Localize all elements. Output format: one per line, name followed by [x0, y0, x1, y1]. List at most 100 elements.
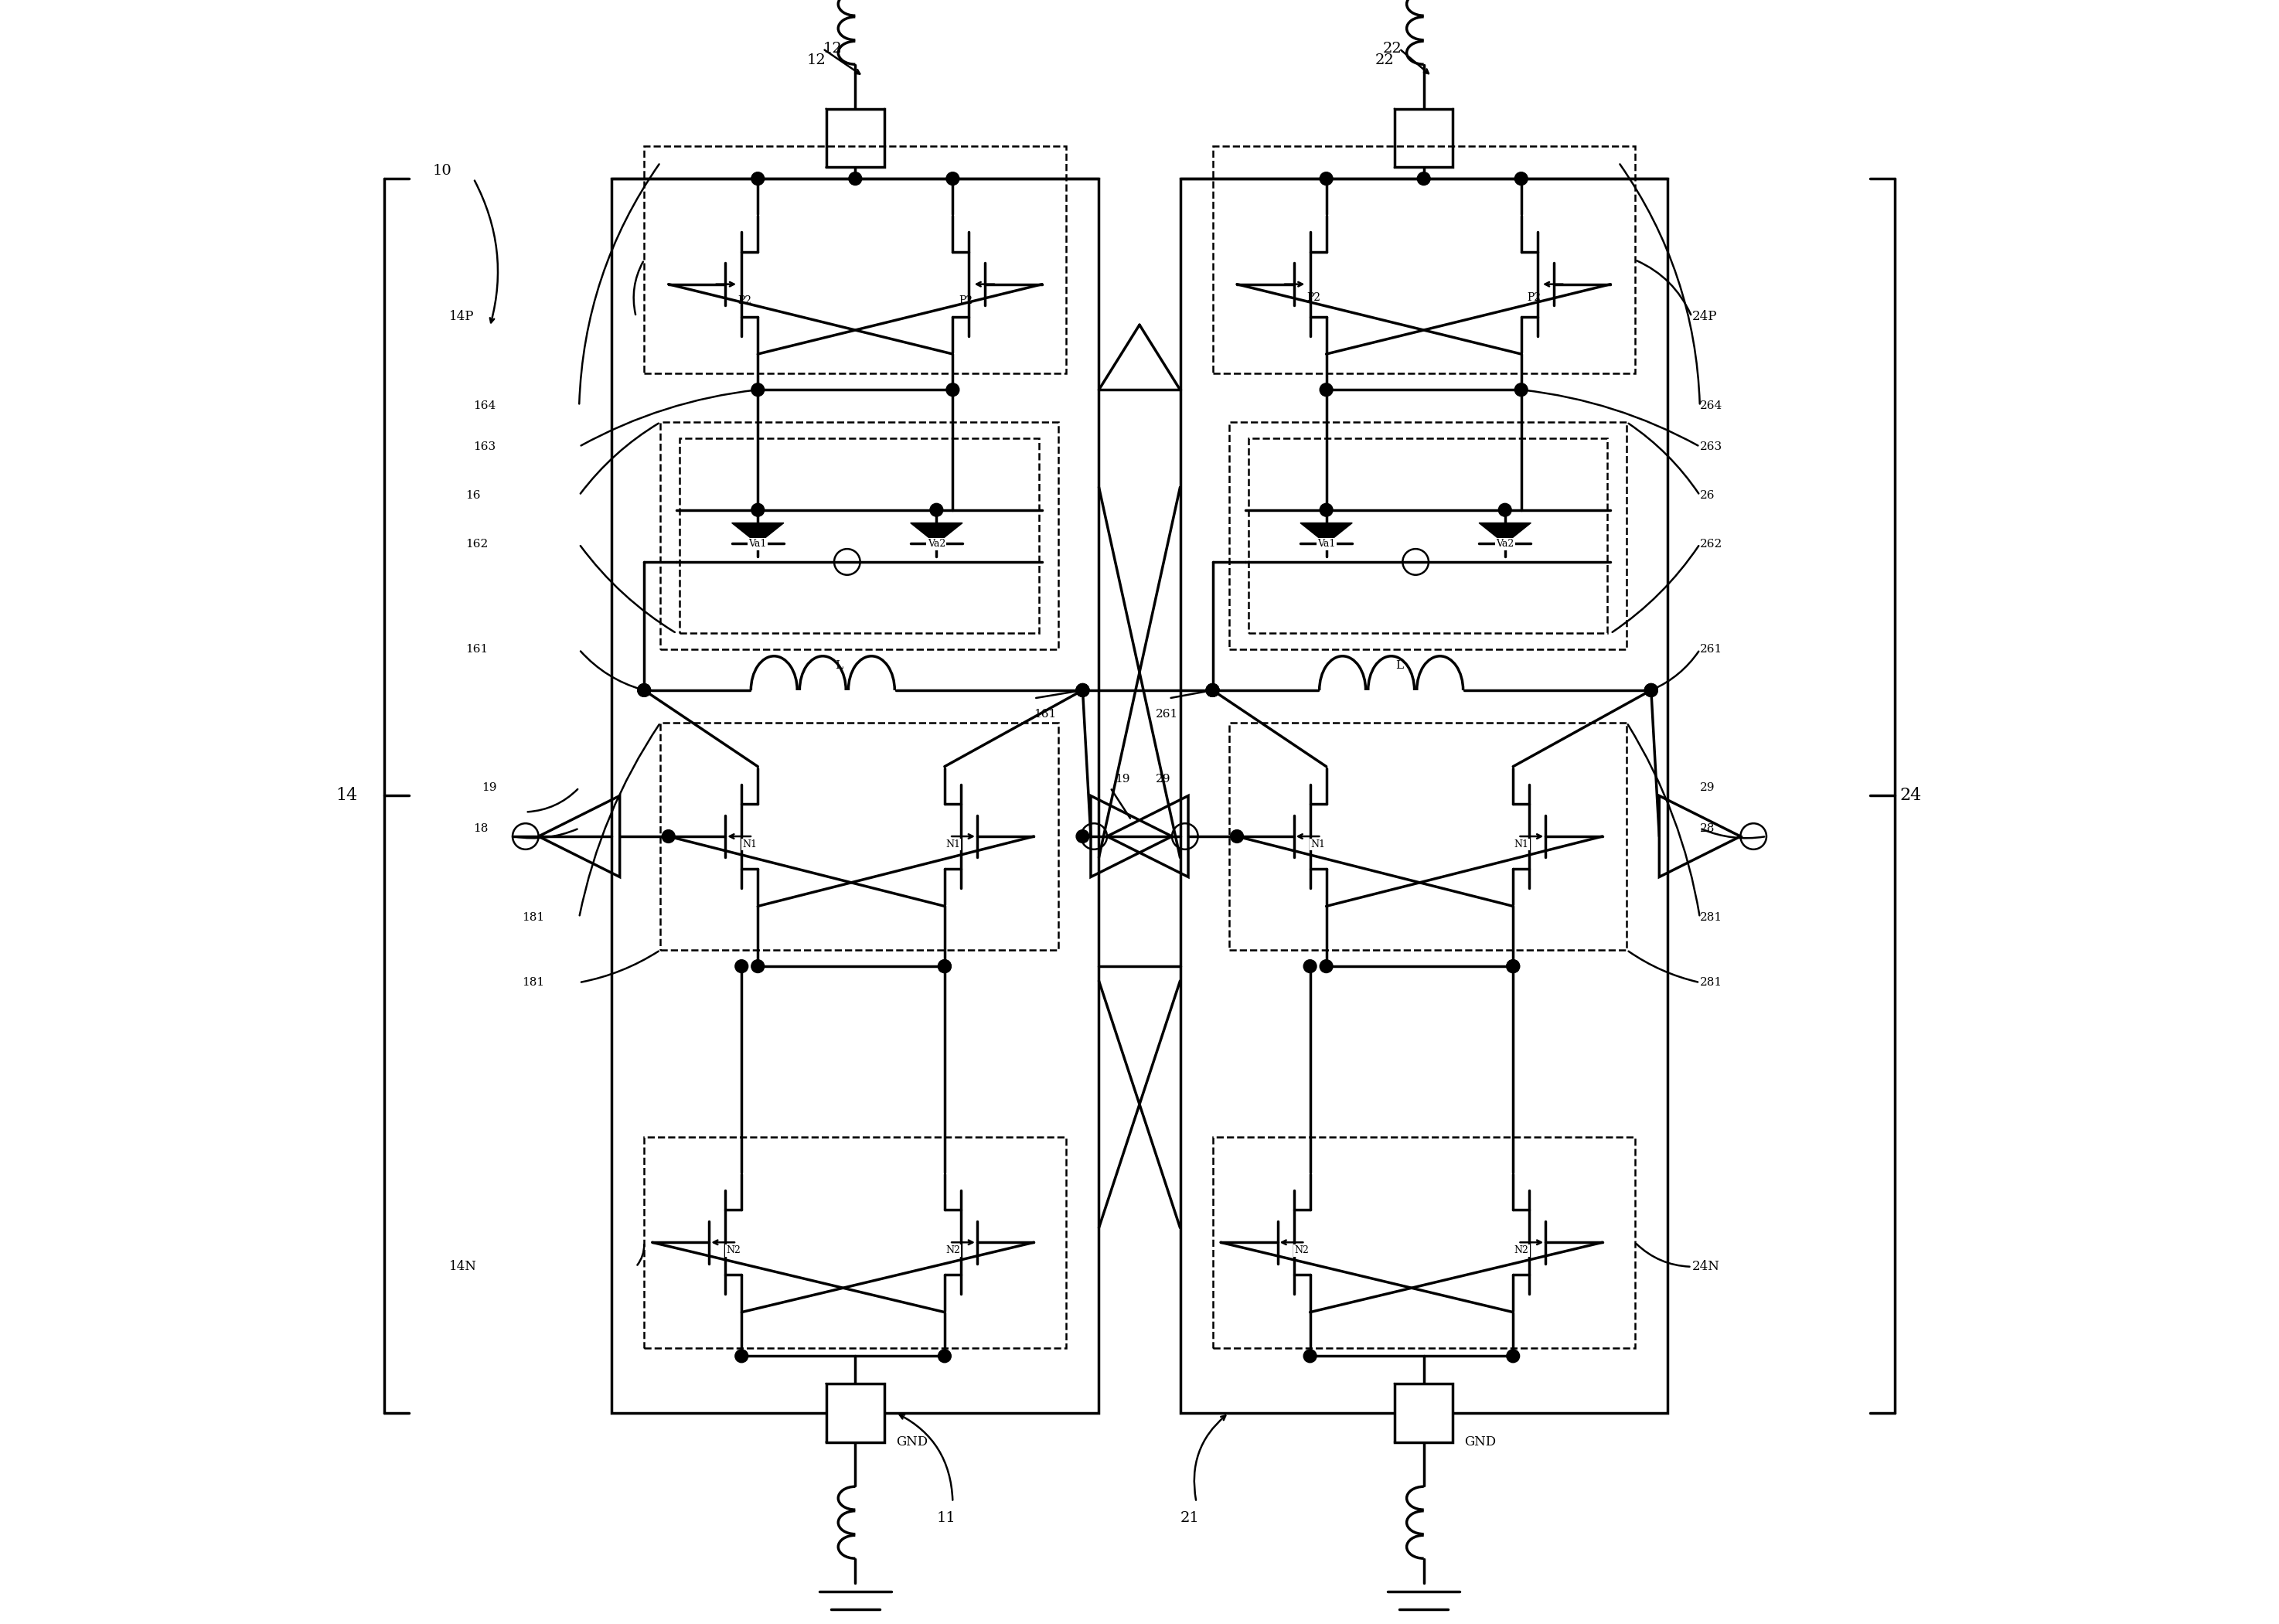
Bar — [645, 146, 1067, 374]
Text: 22: 22 — [1374, 54, 1395, 67]
Bar — [825, 1384, 884, 1442]
Text: Va1: Va1 — [750, 539, 766, 549]
Text: Va1: Va1 — [1317, 539, 1335, 549]
Text: 12: 12 — [823, 42, 841, 55]
Circle shape — [1320, 383, 1333, 396]
Text: 26: 26 — [1700, 490, 1714, 500]
Circle shape — [638, 684, 650, 697]
Text: L: L — [1395, 659, 1404, 671]
Text: 18: 18 — [474, 823, 488, 833]
Bar — [661, 422, 1057, 650]
Circle shape — [939, 960, 950, 973]
Bar — [1228, 422, 1627, 650]
Circle shape — [1320, 503, 1333, 516]
Circle shape — [1320, 960, 1333, 973]
Polygon shape — [1301, 523, 1351, 544]
Text: 162: 162 — [465, 539, 488, 549]
Text: N1: N1 — [946, 840, 959, 849]
Text: 10: 10 — [433, 164, 451, 177]
Circle shape — [1304, 1350, 1317, 1363]
Text: GND: GND — [896, 1436, 928, 1449]
Bar — [679, 438, 1039, 633]
Circle shape — [1418, 172, 1431, 185]
Circle shape — [1076, 684, 1089, 697]
Circle shape — [736, 1350, 748, 1363]
Text: 181: 181 — [522, 913, 545, 922]
Bar — [1212, 146, 1634, 374]
Circle shape — [1076, 684, 1089, 697]
Text: 161: 161 — [465, 645, 488, 654]
Circle shape — [930, 503, 944, 516]
Text: 261: 261 — [1155, 710, 1178, 719]
Circle shape — [1645, 684, 1657, 697]
Text: 24: 24 — [1901, 788, 1921, 804]
Circle shape — [752, 503, 763, 516]
Circle shape — [939, 1350, 950, 1363]
Text: N1: N1 — [1310, 840, 1326, 849]
Circle shape — [736, 960, 748, 973]
Text: 281: 281 — [1700, 978, 1723, 987]
Text: 14P: 14P — [449, 310, 474, 323]
Text: N1: N1 — [743, 840, 757, 849]
Text: N2: N2 — [946, 1246, 959, 1255]
Text: GND: GND — [1465, 1436, 1495, 1449]
Text: 11: 11 — [937, 1512, 955, 1525]
Text: P2: P2 — [1527, 292, 1541, 302]
Text: 12: 12 — [807, 54, 825, 67]
Text: 19: 19 — [1114, 775, 1130, 784]
Circle shape — [1500, 503, 1511, 516]
Polygon shape — [732, 523, 784, 544]
Text: P2: P2 — [959, 296, 973, 305]
Bar — [1249, 438, 1607, 633]
Text: Va1: Va1 — [748, 531, 768, 541]
Circle shape — [1206, 684, 1219, 697]
Circle shape — [1320, 172, 1333, 185]
Circle shape — [1231, 830, 1244, 843]
Circle shape — [1506, 1350, 1520, 1363]
Circle shape — [1516, 383, 1527, 396]
Text: 263: 263 — [1700, 442, 1723, 451]
Text: 262: 262 — [1700, 539, 1723, 549]
Text: N1: N1 — [1513, 840, 1529, 849]
Text: P2: P2 — [1306, 292, 1320, 302]
Circle shape — [1304, 960, 1317, 973]
Polygon shape — [912, 523, 962, 544]
Circle shape — [752, 960, 763, 973]
Circle shape — [946, 383, 959, 396]
Text: L: L — [834, 659, 843, 671]
Polygon shape — [1479, 523, 1531, 544]
Circle shape — [661, 830, 675, 843]
Bar — [1181, 179, 1668, 1413]
Circle shape — [1506, 960, 1520, 973]
Bar — [661, 723, 1057, 950]
Circle shape — [939, 960, 950, 973]
Text: 264: 264 — [1700, 401, 1723, 411]
Text: 181: 181 — [522, 978, 545, 987]
Text: 29: 29 — [1155, 775, 1171, 784]
Bar — [645, 1137, 1067, 1348]
Text: 29: 29 — [1700, 783, 1714, 793]
Text: N2: N2 — [1294, 1246, 1308, 1255]
Circle shape — [1645, 684, 1657, 697]
Bar — [611, 179, 1098, 1413]
Circle shape — [752, 172, 763, 185]
Circle shape — [1206, 684, 1219, 697]
Text: 16: 16 — [465, 490, 481, 500]
Text: 164: 164 — [474, 401, 497, 411]
Text: 163: 163 — [474, 442, 497, 451]
Circle shape — [1206, 684, 1219, 697]
Circle shape — [752, 383, 763, 396]
Text: Va2: Va2 — [1495, 539, 1513, 549]
Text: 261: 261 — [1700, 645, 1723, 654]
Text: 21: 21 — [1181, 1512, 1199, 1525]
Circle shape — [1506, 960, 1520, 973]
Text: 14N: 14N — [449, 1260, 476, 1273]
Text: 281: 281 — [1700, 913, 1723, 922]
Circle shape — [848, 172, 861, 185]
Bar — [1395, 109, 1454, 167]
Bar — [1395, 1384, 1454, 1442]
Text: 28: 28 — [1700, 823, 1714, 833]
Text: N2: N2 — [727, 1246, 741, 1255]
Text: N2: N2 — [1513, 1246, 1529, 1255]
Bar — [825, 109, 884, 167]
